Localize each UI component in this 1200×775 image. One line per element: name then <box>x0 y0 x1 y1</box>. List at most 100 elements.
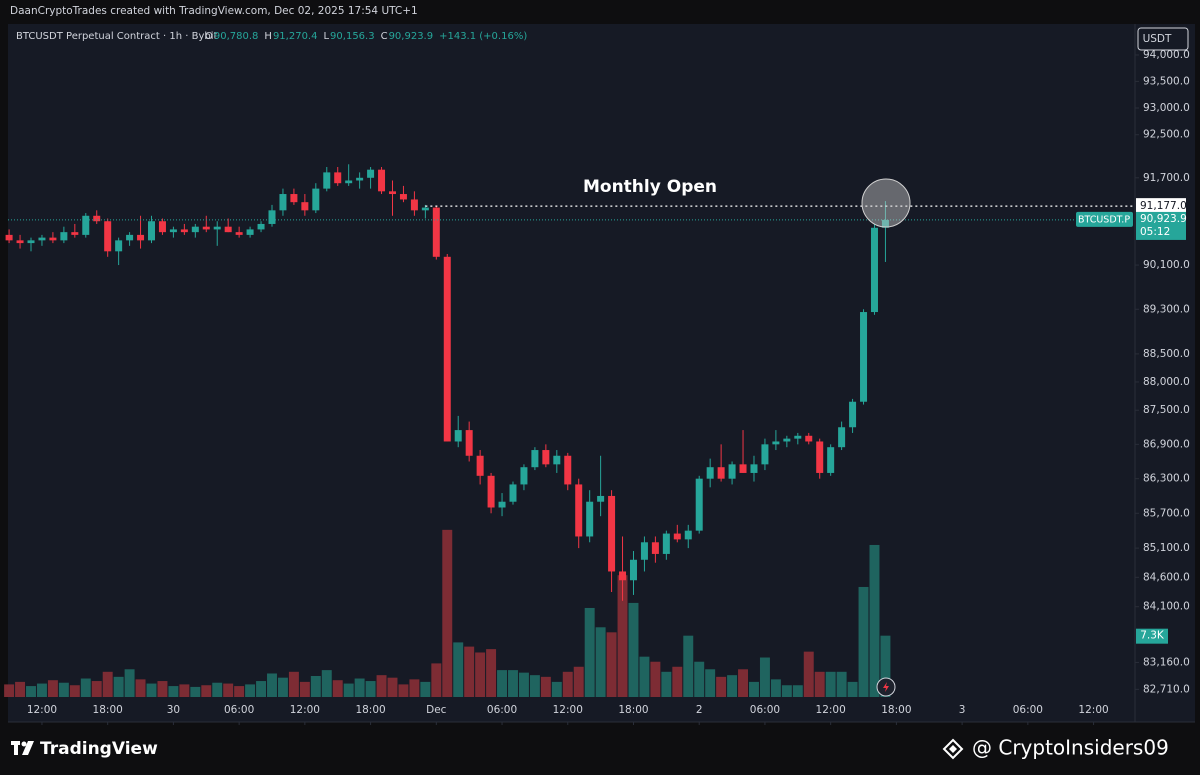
volume-bar <box>661 671 672 697</box>
volume-bar <box>212 682 223 697</box>
volume-bar <box>299 681 310 697</box>
volume-bar <box>453 642 464 697</box>
x-tick-label: 12:00 <box>290 704 320 716</box>
volume-bar <box>716 676 727 697</box>
y-tick-label: 88,500.0 <box>1143 348 1190 360</box>
x-tick-label: 12:00 <box>27 704 57 716</box>
candle-body <box>356 177 364 181</box>
volume-bar <box>321 670 332 697</box>
chart-panel <box>8 24 1195 722</box>
volume-bar <box>836 671 847 697</box>
currency-label[interactable]: USDT <box>1143 33 1172 45</box>
y-tick-label: 86,900.0 <box>1143 438 1190 450</box>
volume-bar <box>420 681 431 697</box>
volume-bar <box>814 671 825 697</box>
volume-bar <box>858 586 869 697</box>
volume-bar <box>146 683 157 697</box>
candle-body <box>805 435 813 442</box>
volume-bar <box>387 677 398 697</box>
x-tick-label: 12:00 <box>816 704 846 716</box>
x-tick-label: 06:00 <box>487 704 517 716</box>
candle-body <box>531 450 539 468</box>
candle-body <box>180 229 188 233</box>
legend: BTCUSDT Perpetual Contract · 1h · Bybit … <box>16 31 527 42</box>
symbol-tag-label: BTCUSDT.P <box>1078 214 1130 225</box>
candle-body <box>860 312 868 402</box>
candle-body <box>575 484 583 537</box>
candle-body <box>728 464 736 479</box>
candle-body <box>399 194 407 200</box>
candle-body <box>421 207 429 211</box>
candle-body <box>487 475 495 508</box>
volume-bar <box>332 680 343 697</box>
alert-icon[interactable] <box>876 677 896 697</box>
volume-bar <box>781 685 792 697</box>
candle-body <box>476 455 484 476</box>
candle-body <box>38 237 46 241</box>
candle-body <box>542 450 550 465</box>
candle-body <box>202 226 210 230</box>
volume-bar <box>869 544 880 697</box>
candle-body <box>794 435 802 439</box>
legend-low: 90,156.3 <box>330 31 375 42</box>
countdown: 05:12 <box>1140 226 1170 238</box>
candle-body <box>651 542 659 554</box>
x-tick-label: 06:00 <box>224 704 254 716</box>
candle-body <box>739 464 747 473</box>
currency-button[interactable] <box>1137 27 1189 51</box>
candle-body <box>629 559 637 581</box>
candle-body <box>126 234 134 241</box>
candle-body <box>82 215 90 235</box>
x-tick-label: 12:00 <box>553 704 583 716</box>
volume-bar <box>475 652 486 697</box>
legend-h: H <box>264 31 272 42</box>
candle-body <box>717 467 725 479</box>
legend-o: O <box>205 31 213 42</box>
candle-body <box>662 533 670 554</box>
legend-change: +143.1 (+0.16%) <box>439 31 527 42</box>
candle-body <box>816 441 824 473</box>
candle-body <box>60 232 68 241</box>
candle-body <box>838 427 846 448</box>
y-tick-label: 84,600.0 <box>1143 571 1190 583</box>
candle-body <box>246 229 254 235</box>
volume-bar <box>4 684 15 697</box>
volume-bar <box>770 679 781 697</box>
candle-body <box>5 234 13 241</box>
price-tag-label: 90,923.9 <box>1140 213 1187 225</box>
volume-bar <box>409 679 420 697</box>
candle-body <box>443 256 451 442</box>
volume-bar <box>15 681 26 697</box>
candle-body <box>137 234 145 241</box>
volume-bar <box>749 681 759 697</box>
candle-body <box>849 401 857 428</box>
volume-tag-label: 7.3K <box>1140 630 1165 642</box>
candle-body <box>870 227 878 313</box>
y-tick-label: 87,500.0 <box>1143 404 1190 416</box>
volume-bar <box>540 676 551 697</box>
candle-body <box>706 467 714 479</box>
volume-bar <box>58 682 69 697</box>
candle-body <box>334 172 342 184</box>
monthly-open-label: 91,177.0 <box>1140 200 1187 212</box>
volume-bar <box>759 657 770 697</box>
volume-bar <box>551 681 562 697</box>
header-text: DaanCryptoTrades created with TradingVie… <box>10 5 418 17</box>
volume-bar <box>464 646 475 697</box>
volume-bar <box>628 602 639 697</box>
volume-bar <box>617 575 628 697</box>
volume-bar <box>584 607 595 697</box>
y-tick-label: 93,500.0 <box>1143 75 1190 87</box>
volume-bar <box>792 685 803 697</box>
brand-name: TradingView <box>40 739 158 759</box>
candle-body <box>608 495 616 572</box>
x-tick-label: 18:00 <box>93 704 123 716</box>
x-tick-label: 30 <box>167 704 180 716</box>
candle-body <box>115 240 123 252</box>
x-tick-label: 3 <box>959 704 966 716</box>
volume-bar <box>486 649 497 697</box>
volume-bar <box>398 684 409 697</box>
candle-body <box>378 169 386 192</box>
volume-bar <box>91 681 102 697</box>
brand-logo <box>11 741 34 755</box>
